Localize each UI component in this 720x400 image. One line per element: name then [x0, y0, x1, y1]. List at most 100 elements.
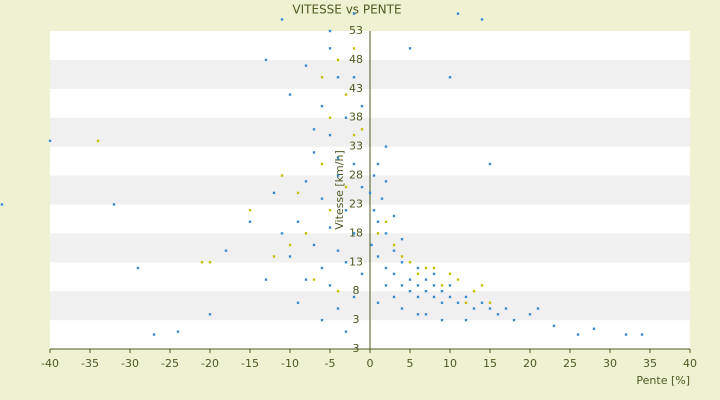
point	[432, 284, 436, 287]
point	[264, 58, 268, 62]
point	[552, 324, 556, 328]
point	[384, 145, 388, 148]
point	[312, 243, 316, 247]
point	[304, 180, 308, 183]
point	[208, 261, 212, 264]
x-tick-label: -30	[121, 357, 139, 370]
point	[328, 133, 332, 137]
y-tick-label: 33	[349, 140, 363, 153]
point	[496, 313, 500, 316]
point	[472, 307, 476, 310]
point	[392, 214, 396, 218]
point	[328, 116, 332, 119]
point	[424, 313, 428, 316]
point	[344, 185, 348, 189]
point	[400, 255, 404, 258]
y-axis-title: Vitesse [km/h]	[333, 150, 346, 230]
point	[96, 139, 100, 143]
point	[224, 249, 228, 252]
point	[136, 266, 140, 270]
point	[272, 255, 276, 258]
point	[288, 93, 292, 96]
x-axis-title: Pente [%]	[636, 374, 690, 387]
point	[488, 307, 492, 310]
x-tick-label: 30	[603, 357, 617, 370]
point	[264, 278, 268, 281]
point	[384, 220, 388, 223]
point	[512, 318, 516, 322]
point	[416, 313, 420, 316]
point	[344, 116, 348, 119]
point	[448, 76, 452, 79]
point	[384, 284, 388, 287]
point	[400, 237, 404, 241]
point	[424, 289, 428, 293]
x-tick-label: 0	[367, 357, 374, 370]
point	[288, 255, 292, 258]
point	[416, 266, 420, 270]
point	[360, 272, 364, 276]
point	[344, 209, 348, 212]
point	[352, 295, 356, 299]
point	[328, 209, 332, 212]
point	[352, 76, 356, 79]
point	[448, 272, 452, 276]
point	[352, 47, 356, 50]
point	[328, 284, 332, 287]
point	[448, 295, 452, 299]
point	[376, 232, 380, 235]
point	[472, 289, 476, 293]
point	[370, 243, 373, 247]
point	[464, 295, 468, 299]
point	[336, 76, 340, 79]
point	[464, 301, 468, 304]
point	[432, 272, 436, 276]
y-tick-label: 23	[349, 197, 363, 210]
point	[408, 47, 412, 50]
point	[312, 151, 316, 154]
point	[296, 301, 300, 304]
x-tick-label: -10	[281, 357, 299, 370]
point	[384, 232, 388, 235]
point	[424, 266, 428, 270]
point	[360, 104, 364, 108]
point	[440, 284, 444, 287]
point	[488, 301, 492, 304]
point	[480, 284, 484, 287]
point	[360, 128, 364, 131]
point	[248, 209, 252, 212]
point	[392, 243, 396, 247]
point	[480, 18, 484, 21]
point	[408, 289, 412, 293]
point	[424, 278, 428, 281]
y-tick-label: 8	[353, 284, 360, 297]
x-tick-label: -20	[201, 357, 219, 370]
point	[440, 318, 444, 322]
point	[376, 220, 380, 223]
point	[400, 307, 404, 310]
point	[304, 232, 308, 235]
point	[288, 243, 292, 247]
point	[328, 226, 332, 229]
point	[304, 278, 308, 281]
point	[272, 191, 276, 195]
point	[152, 333, 156, 336]
point	[352, 12, 356, 15]
point	[392, 295, 396, 299]
x-tick-label: -5	[325, 357, 336, 370]
point	[176, 330, 180, 333]
y-tick-label: 28	[349, 169, 363, 182]
point	[408, 278, 412, 281]
point	[440, 289, 444, 293]
point	[640, 333, 644, 336]
point	[344, 93, 348, 96]
point	[376, 255, 380, 258]
point	[536, 307, 540, 310]
x-tick-label: 25	[563, 357, 577, 370]
point	[488, 162, 492, 166]
point	[392, 249, 396, 252]
x-tick-label: 35	[643, 357, 657, 370]
x-tick-label: -25	[161, 357, 179, 370]
x-tick-label: -35	[81, 357, 99, 370]
x-tick-label: 15	[483, 357, 497, 370]
